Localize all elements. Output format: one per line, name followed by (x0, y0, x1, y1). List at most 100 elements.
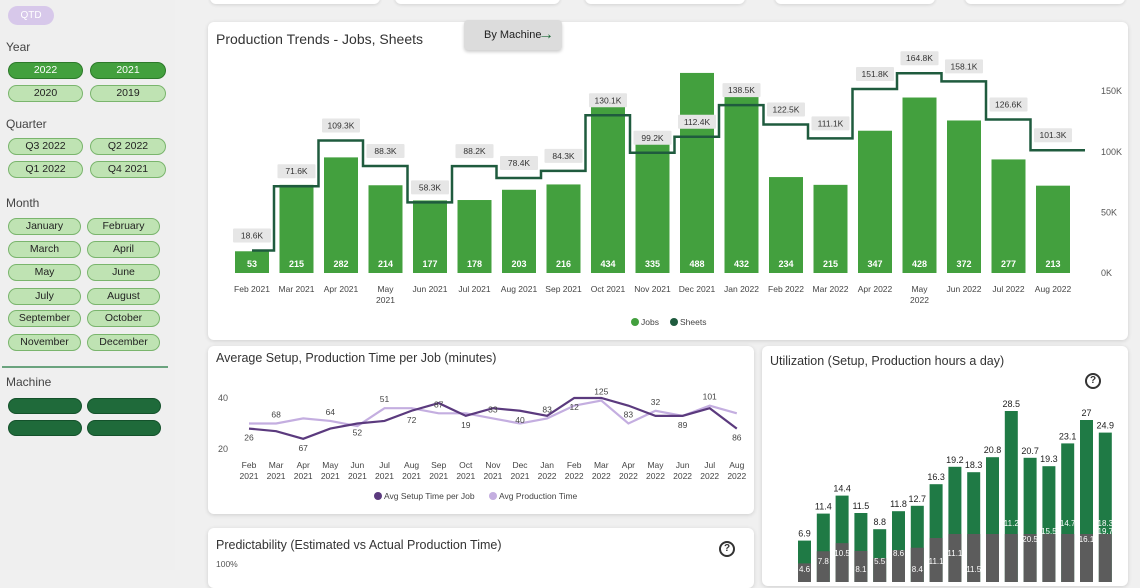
setup-hours-bar (1042, 534, 1056, 582)
quarter-q4-2021-button[interactable]: Q4 2021 (90, 161, 166, 178)
sheets-data-label: 138.5K (728, 85, 755, 95)
utilization-inner-label: 16.1 (1079, 535, 1095, 544)
help-icon[interactable]: ? (719, 541, 735, 557)
quarter-q2-2022-button[interactable]: Q2 2022 (90, 138, 166, 155)
sheets-data-label: 99.2K (641, 133, 664, 143)
month-september-button[interactable]: September (8, 310, 81, 327)
x-tick-label: Jan (540, 460, 554, 470)
by-machine-label: By Machine (484, 29, 542, 41)
jobs-bar (680, 72, 714, 273)
machine-button-4[interactable] (87, 420, 161, 436)
month-july-button[interactable]: July (8, 288, 81, 305)
x-tick-label: May (647, 460, 664, 470)
by-machine-button[interactable]: By Machine → (464, 20, 562, 50)
setup-hours-bar (1061, 534, 1075, 582)
utilization-card: Utilization (Setup, Production hours a d… (762, 346, 1128, 586)
month-november-button[interactable]: November (8, 334, 81, 351)
x-tick-label: Jun 2022 (947, 284, 982, 294)
y-tick-label: 50K (1101, 207, 1117, 217)
year-label: Year (6, 40, 31, 54)
utilization-data-label: 14.4 (833, 484, 851, 494)
month-december-button[interactable]: December (87, 334, 160, 351)
jobs-data-label: 203 (511, 259, 526, 269)
x-tick-label: 2021 (321, 471, 340, 481)
quarter-q3-2022-button[interactable]: Q3 2022 (8, 138, 83, 155)
line-data-label: 26 (244, 433, 254, 443)
sheets-label-bg (900, 51, 939, 66)
machine-button-2[interactable] (87, 398, 161, 414)
help-icon[interactable]: ? (1085, 373, 1101, 389)
utilization-data-label: 19.3 (1040, 454, 1058, 464)
jobs-data-label: 335 (645, 259, 660, 269)
jobs-bar (724, 95, 759, 273)
predictability-title: Predictability (Estimated vs Actual Prod… (216, 538, 502, 552)
legend-setup-marker (374, 492, 382, 500)
line-data-label: 64 (326, 407, 336, 417)
setup-time-chart: 20 40 26 68 67 64 52 51 72 87 19 33 40 83 12 125 83 32 89 1… (218, 387, 747, 501)
line-data-label: 101 (703, 392, 717, 402)
sheets-label-bg (277, 164, 316, 179)
y-tick-label: 20 (218, 444, 228, 454)
legend-jobs-marker (631, 318, 639, 326)
sheets-data-label: 122.5K (773, 105, 800, 115)
legend-sheets-marker (670, 318, 678, 326)
line-data-label: 89 (678, 420, 688, 430)
x-tick-label: 2021 (511, 471, 530, 481)
x-tick-label: 2021 (294, 471, 313, 481)
qtd-toggle[interactable]: QTD (8, 6, 54, 25)
sheets-data-label: 101.3K (1040, 130, 1067, 140)
x-tick-label: 2021 (429, 471, 448, 481)
quarter-q1-2022-button[interactable]: Q1 2022 (8, 161, 83, 178)
utilization-inner-label: 7.8 (818, 557, 830, 566)
machine-button-3[interactable] (8, 420, 82, 436)
sheets-data-label: 71.6K (285, 166, 308, 176)
x-tick-label: Aug 2021 (501, 284, 538, 294)
sheets-data-label: 158.1K (951, 61, 978, 71)
utilization-inner-label: 11.1 (929, 557, 945, 566)
line-data-label: 19 (461, 420, 471, 430)
month-january-button[interactable]: January (8, 218, 81, 235)
month-march-button[interactable]: March (8, 241, 81, 258)
setup-hours-bar (986, 534, 999, 582)
month-april-button[interactable]: April (87, 241, 160, 258)
setup-hours-bar (816, 551, 830, 582)
year-2022-button[interactable]: 2022 (8, 62, 83, 79)
sheets-data-label: 164.8K (906, 53, 933, 63)
utilization-chart: 6.911.414.411.58.811.812.716.319.218.320… (798, 399, 1114, 582)
sheets-label-bg (366, 143, 405, 158)
utilization-data-label: 23.1 (1059, 431, 1077, 441)
year-2020-button[interactable]: 2020 (8, 85, 83, 102)
month-october-button[interactable]: October (87, 310, 160, 327)
kpi-card-2 (395, 0, 560, 4)
legend-jobs-label: Jobs (641, 317, 659, 327)
y-tick-label: 0K (1101, 268, 1112, 278)
month-august-button[interactable]: August (87, 288, 160, 305)
x-tick-label: Dec (512, 460, 528, 470)
month-june-button[interactable]: June (87, 264, 160, 281)
utilization-inner-label: 5.5 (874, 557, 886, 566)
sheets-label-bg (455, 144, 494, 159)
x-tick-label: Jul 2021 (458, 284, 490, 294)
machine-button-1[interactable] (8, 398, 82, 414)
jobs-data-label: 178 (467, 259, 482, 269)
setup-time-card: Average Setup, Production Time per Job (… (208, 346, 754, 514)
year-2021-button[interactable]: 2021 (90, 62, 166, 79)
x-tick-label: Nov 2021 (634, 284, 671, 294)
jobs-data-label: 216 (556, 259, 571, 269)
sidebar-divider (2, 366, 168, 368)
sheets-label-bg (856, 67, 894, 81)
utilization-data-label: 20.7 (1021, 446, 1039, 456)
x-tick-label: Apr 2021 (324, 284, 359, 294)
line-data-label: 32 (651, 397, 661, 407)
x-tick-label: Jan 2022 (724, 284, 759, 294)
utilization-inner-label: 14.7 (1060, 519, 1076, 528)
month-february-button[interactable]: February (87, 218, 160, 235)
sheets-data-label: 84.3K (552, 151, 575, 161)
production-trends-title: Production Trends - Jobs, Sheets (216, 31, 423, 47)
sheets-data-label: 111.1K (818, 118, 844, 128)
x-tick-label: Aug 2022 (1035, 284, 1072, 294)
year-2019-button[interactable]: 2019 (90, 85, 166, 102)
x-tick-label: 2021 (483, 471, 502, 481)
sheets-data-label: 88.2K (463, 146, 486, 156)
month-may-button[interactable]: May (8, 264, 81, 281)
